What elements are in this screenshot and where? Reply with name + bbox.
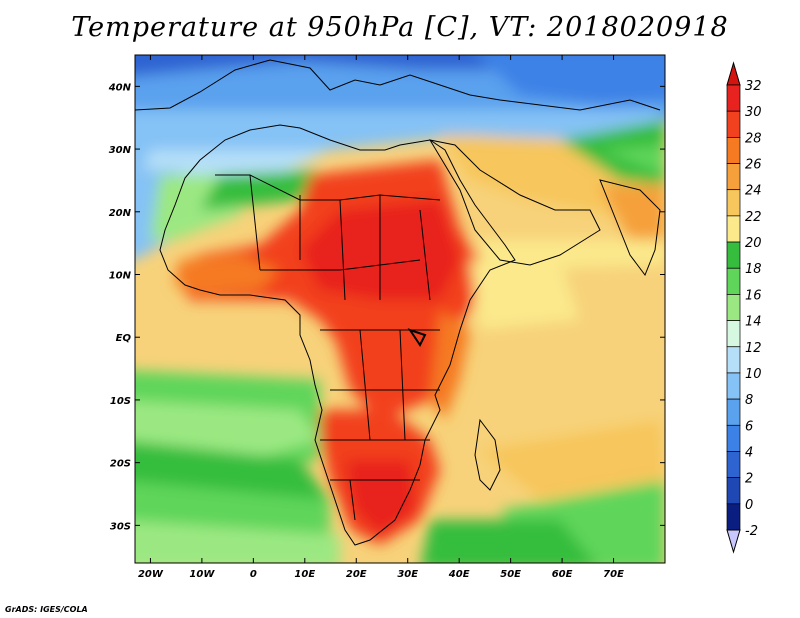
lon-tick-label: 30E (397, 569, 418, 580)
lon-tick-label: 0 (250, 569, 257, 580)
colorbar-swatch (726, 163, 741, 191)
colorbar-swatch (726, 372, 741, 400)
colorbar-label: 4 (745, 445, 753, 460)
colorbar-top-arrow (726, 61, 741, 86)
colorbar-label: -2 (745, 524, 758, 539)
lon-tick-label: 10E (294, 569, 315, 580)
lat-tick-label: 20N (109, 208, 132, 219)
colorbar-swatch (726, 137, 741, 164)
lat-tick-label: 40N (108, 82, 132, 93)
colorbar-bottom-arrow (726, 529, 741, 554)
lon-tick-label: 40E (448, 569, 470, 580)
lat-tick-label: 30S (110, 521, 131, 532)
colorbar-label: 26 (745, 158, 762, 173)
colorbar-label: 10 (745, 367, 762, 382)
lon-tick-label: 10W (189, 569, 215, 580)
lat-tick-label: 20S (110, 459, 131, 470)
colorbar-swatch (726, 110, 741, 138)
longitude-axis: 20W 10W 0 10E 20E 30E 40E 50E 60E 70E (138, 55, 624, 580)
colorbar-swatch (726, 451, 741, 478)
lon-tick-label: 60E (552, 569, 573, 580)
colorbar-label: 32 (745, 79, 762, 94)
colorbar-label: 30 (745, 105, 762, 120)
colorbar-label: 12 (745, 341, 762, 356)
colorbar-swatch (726, 477, 741, 505)
lon-tick-label: 50E (500, 569, 521, 580)
lat-tick-label: 10N (109, 271, 132, 282)
temperature-field (135, 55, 665, 563)
colorbar-swatch (726, 503, 741, 531)
lon-tick-label: 20W (138, 569, 164, 580)
colorbar-label: 24 (745, 184, 762, 199)
colorbar-swatch (726, 294, 741, 321)
grads-credit: GrADS: IGES/COLA (5, 605, 88, 614)
colorbar-label: 20 (745, 236, 762, 251)
colorbar-swatch (726, 424, 741, 452)
colorbar-swatch (726, 346, 741, 374)
lat-tick-label: EQ (116, 333, 132, 344)
colorbar-swatch (726, 398, 741, 426)
colorbar-swatch (726, 267, 741, 295)
colorbar-label: 18 (745, 262, 762, 277)
map-frame (134, 54, 666, 564)
colorbar-label: 8 (745, 393, 753, 408)
lon-tick-label: 20E (346, 569, 367, 580)
coastlines (135, 59, 661, 546)
colorbar-label: 14 (745, 315, 762, 330)
colorbar-label: 16 (745, 288, 762, 303)
colorbar-swatch (726, 189, 741, 217)
lon-tick-label: 70E (603, 569, 624, 580)
colorbar-swatch (726, 241, 741, 269)
colorbar-label: 22 (745, 210, 762, 225)
colorbar-label: 0 (745, 498, 753, 513)
colorbar-swatch (726, 320, 741, 348)
colorbar-label: 2 (745, 472, 753, 487)
latitude-axis: 40N 30N 20N 10N EQ 10S 20S 30S (108, 82, 665, 532)
colorbar-swatch (726, 84, 741, 112)
colorbar-label: 28 (745, 131, 762, 146)
lat-tick-label: 10S (110, 396, 131, 407)
map-title: Temperature at 950hPa [C], VT: 201802091… (71, 12, 729, 43)
lat-tick-label: 30N (109, 145, 132, 156)
colorbar-label: 6 (745, 419, 753, 434)
colorbar-swatch (726, 215, 741, 243)
